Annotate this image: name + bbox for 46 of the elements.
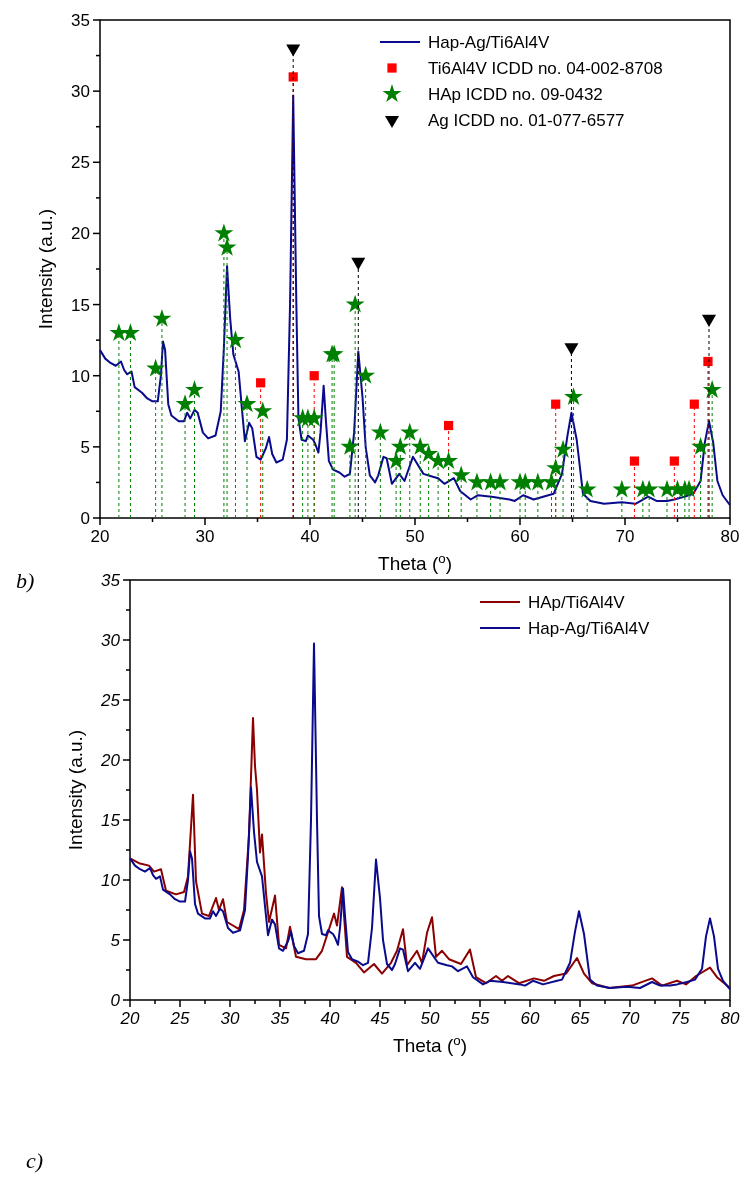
y-tick-label: 35 <box>71 11 90 30</box>
y-tick-label: 10 <box>101 871 121 890</box>
text: b) <box>16 568 35 593</box>
x-tick-label: 70 <box>620 1009 640 1028</box>
x-tick-label: 30 <box>195 527 215 546</box>
x-tick-label: 60 <box>510 527 530 546</box>
x-axis-title: Theta ($^{o}$) <box>378 550 452 574</box>
x-tick-label: 40 <box>320 1009 340 1028</box>
x-tick-label: 50 <box>405 527 425 546</box>
x-tick-label: 60 <box>520 1009 540 1028</box>
y-tick-label: 20 <box>100 751 121 770</box>
x-tick-label: 75 <box>670 1009 690 1028</box>
y-axis-title: Intensity (a.u.) <box>35 208 56 330</box>
x-tick-label: 45 <box>370 1009 390 1028</box>
x-tick-label: 30 <box>220 1009 240 1028</box>
y-tick-label: 0 <box>110 991 121 1010</box>
x-tick-label: 35 <box>270 1009 290 1028</box>
y-tick-label: 30 <box>71 82 90 102</box>
legend-label: Ti6Al4V ICDD no. 04-002-8708 <box>428 59 663 78</box>
legend-label: HAp ICDD no. 09-0432 <box>428 85 603 104</box>
legend-label: Hap-Ag/Ti6Al4V <box>428 33 550 52</box>
y-tick-label: 15 <box>101 811 121 830</box>
y-tick-label: 30 <box>101 631 121 650</box>
y-tick-label: 0 <box>80 509 90 528</box>
x-tick-label: 70 <box>615 527 635 546</box>
legend-label: Ag ICDD no. 01-077-6577 <box>428 111 625 130</box>
y-tick-label: 20 <box>71 224 90 244</box>
y-tick-label: 25 <box>100 691 121 710</box>
y-tick-label: 15 <box>71 295 90 315</box>
x-axis-title: Theta ($^{o}$) <box>393 1032 467 1056</box>
x-tick-label: 50 <box>420 1009 440 1028</box>
y-axis-title: Intensity (a.u.) <box>65 729 86 851</box>
x-tick-label: 80 <box>720 527 740 546</box>
x-tick-label: 55 <box>470 1009 490 1028</box>
x-tick-label: 65 <box>570 1009 590 1028</box>
x-tick-label: 40 <box>300 527 320 546</box>
text: c) <box>26 1148 44 1173</box>
x-tick-label: 80 <box>720 1009 740 1028</box>
y-tick-label: 5 <box>80 437 90 457</box>
y-tick-label: 5 <box>110 931 121 950</box>
x-tick-label: 25 <box>169 1009 190 1028</box>
y-tick-label: 25 <box>71 153 90 173</box>
legend-label: Hap-Ag/Ti6Al4V <box>528 619 650 638</box>
y-tick-label: 35 <box>101 571 121 590</box>
y-tick-label: 10 <box>71 366 90 386</box>
legend-label: HAp/Ti6Al4V <box>528 593 626 612</box>
